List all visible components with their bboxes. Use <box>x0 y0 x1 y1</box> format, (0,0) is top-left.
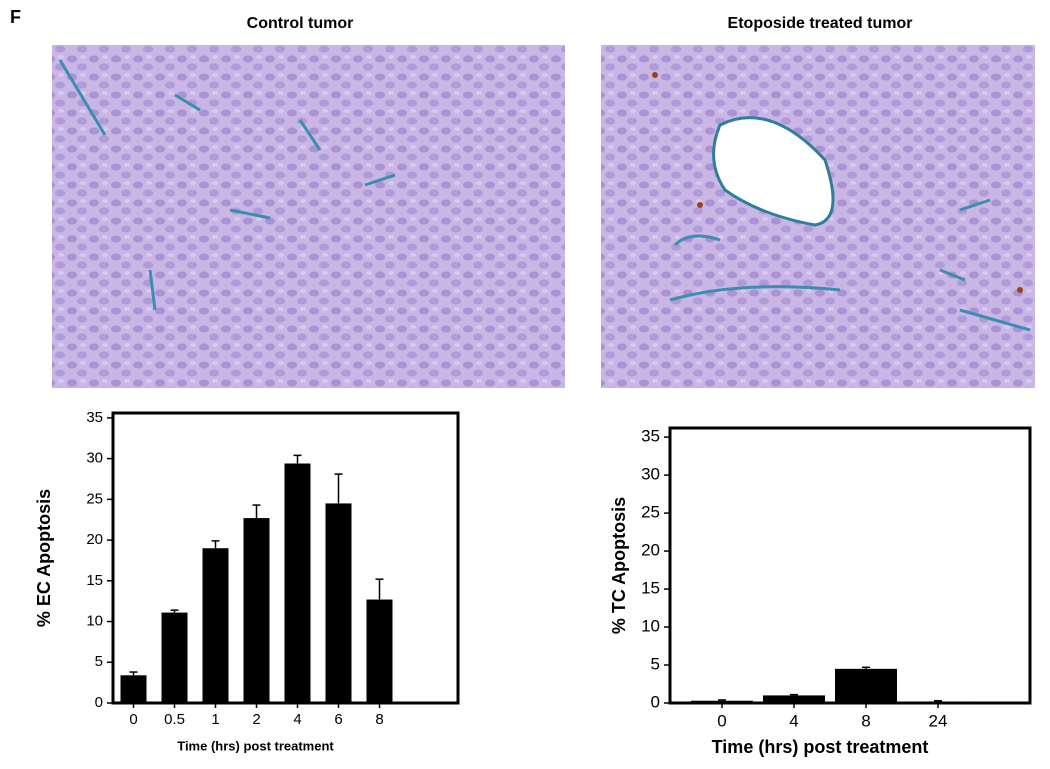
y-tick-label: 10 <box>641 617 660 636</box>
x-tick-label: 4 <box>789 711 798 730</box>
micrograph <box>601 45 1035 388</box>
y-tick-label: 30 <box>641 465 660 484</box>
bar <box>202 548 229 703</box>
y-tick-label: 20 <box>641 541 660 560</box>
x-axis-label: Time (hrs) post treatment <box>712 737 929 757</box>
panel-label: F <box>10 7 21 27</box>
plot-frame <box>668 426 1032 705</box>
y-tick-label: 15 <box>86 572 103 589</box>
y-tick-label: 5 <box>95 653 103 670</box>
bar <box>835 668 897 703</box>
y-tick-label: 30 <box>86 450 103 467</box>
y-tick-label: 35 <box>641 427 660 446</box>
image-title: Etoposide treated tumor <box>728 15 913 32</box>
x-axis-label: Time (hrs) post treatment <box>177 738 334 753</box>
y-tick-label: 10 <box>86 613 103 630</box>
x-tick-label: 0 <box>717 711 726 730</box>
y-axis-label: % TC Apoptosis <box>609 497 629 634</box>
bar <box>366 599 393 703</box>
x-tick-label: 8 <box>861 711 870 730</box>
x-tick-label: 4 <box>293 711 301 728</box>
x-tick-label: 24 <box>929 711 948 730</box>
y-tick-label: 25 <box>641 503 660 522</box>
image-title: Control tumor <box>247 15 354 32</box>
y-tick-label: 5 <box>651 655 660 674</box>
bar <box>325 503 352 703</box>
x-tick-label: 0 <box>129 711 137 728</box>
bar <box>691 700 753 703</box>
y-tick-label: 0 <box>651 692 660 711</box>
x-tick-label: 6 <box>334 711 342 728</box>
x-tick-label: 0.5 <box>164 711 185 728</box>
x-tick-label: 2 <box>252 711 260 728</box>
bar <box>284 463 311 703</box>
y-tick-label: 20 <box>86 531 103 548</box>
micrograph <box>52 45 565 388</box>
y-axis-label: % EC Apoptosis <box>34 489 54 627</box>
bar <box>907 701 969 703</box>
bar <box>243 518 270 703</box>
y-tick-label: 25 <box>86 490 103 507</box>
x-tick-label: 8 <box>375 711 383 728</box>
y-tick-label: 35 <box>86 409 103 426</box>
y-tick-label: 15 <box>641 579 660 598</box>
x-tick-label: 1 <box>211 711 219 728</box>
bar <box>161 612 188 703</box>
bar <box>763 695 825 703</box>
y-tick-label: 0 <box>95 694 103 711</box>
bar <box>120 675 147 703</box>
